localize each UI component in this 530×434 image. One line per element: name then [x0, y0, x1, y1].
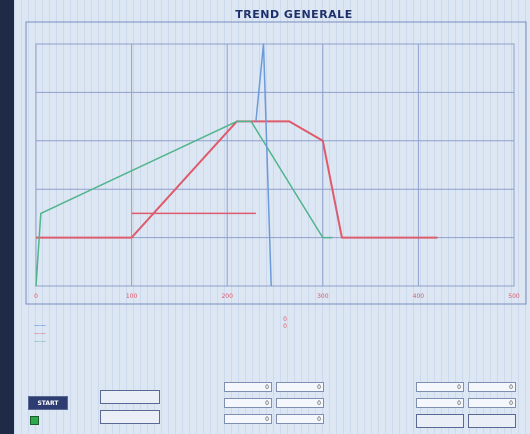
mid-readout: 0 0	[270, 316, 300, 330]
x-tick-label: 200	[221, 293, 233, 300]
chart-series	[35, 43, 438, 287]
value-box-8[interactable]: 0	[468, 382, 516, 392]
legend-entry-1: ——	[34, 322, 46, 329]
panel-button-2[interactable]	[100, 410, 160, 424]
value-box-7[interactable]: 0	[416, 382, 464, 392]
value-box-4[interactable]: 0	[276, 398, 324, 408]
x-tick-label: 0	[34, 293, 38, 300]
legend-entry-3: ——	[34, 338, 46, 345]
series-line-2	[35, 120, 333, 287]
panel-button-3[interactable]	[416, 414, 464, 428]
value-box-3[interactable]: 0	[224, 398, 272, 408]
mid-readout-2: 0	[283, 323, 287, 330]
panel-button-4[interactable]	[468, 414, 516, 428]
value-box-9[interactable]: 0	[416, 398, 464, 408]
value-box-2[interactable]: 0	[276, 382, 324, 392]
value-box-10[interactable]: 0	[468, 398, 516, 408]
value-box-5[interactable]: 0	[224, 414, 272, 424]
plot-area	[35, 43, 515, 287]
panel-button-1[interactable]	[100, 390, 160, 404]
x-tick-label: 100	[126, 293, 138, 300]
start-button[interactable]: START	[28, 396, 68, 410]
trend-chart: 0 100 200 300 400 500	[25, 21, 527, 305]
x-tick-label: 300	[317, 293, 329, 300]
hmi-screen: TREND GENERALE 0 100 200 300 400 500 —— —— ——…	[14, 0, 530, 434]
value-box-6[interactable]: 0	[276, 414, 324, 424]
chart-x-ticks: 0 100 200 300 400 500	[34, 293, 520, 300]
chart-grid	[25, 21, 527, 305]
series-line-1	[36, 120, 438, 239]
trend-title: TREND GENERALE	[235, 8, 353, 21]
legend-entry-2: ——	[34, 330, 46, 337]
x-tick-label: 500	[508, 293, 520, 300]
legend: —— —— ——	[34, 322, 46, 346]
mid-readout-1: 0	[283, 316, 287, 323]
series-line-4	[255, 43, 272, 287]
chart-frame	[25, 21, 527, 305]
x-tick-label: 400	[413, 293, 425, 300]
status-indicator	[30, 416, 39, 425]
value-box-1[interactable]: 0	[224, 382, 272, 392]
